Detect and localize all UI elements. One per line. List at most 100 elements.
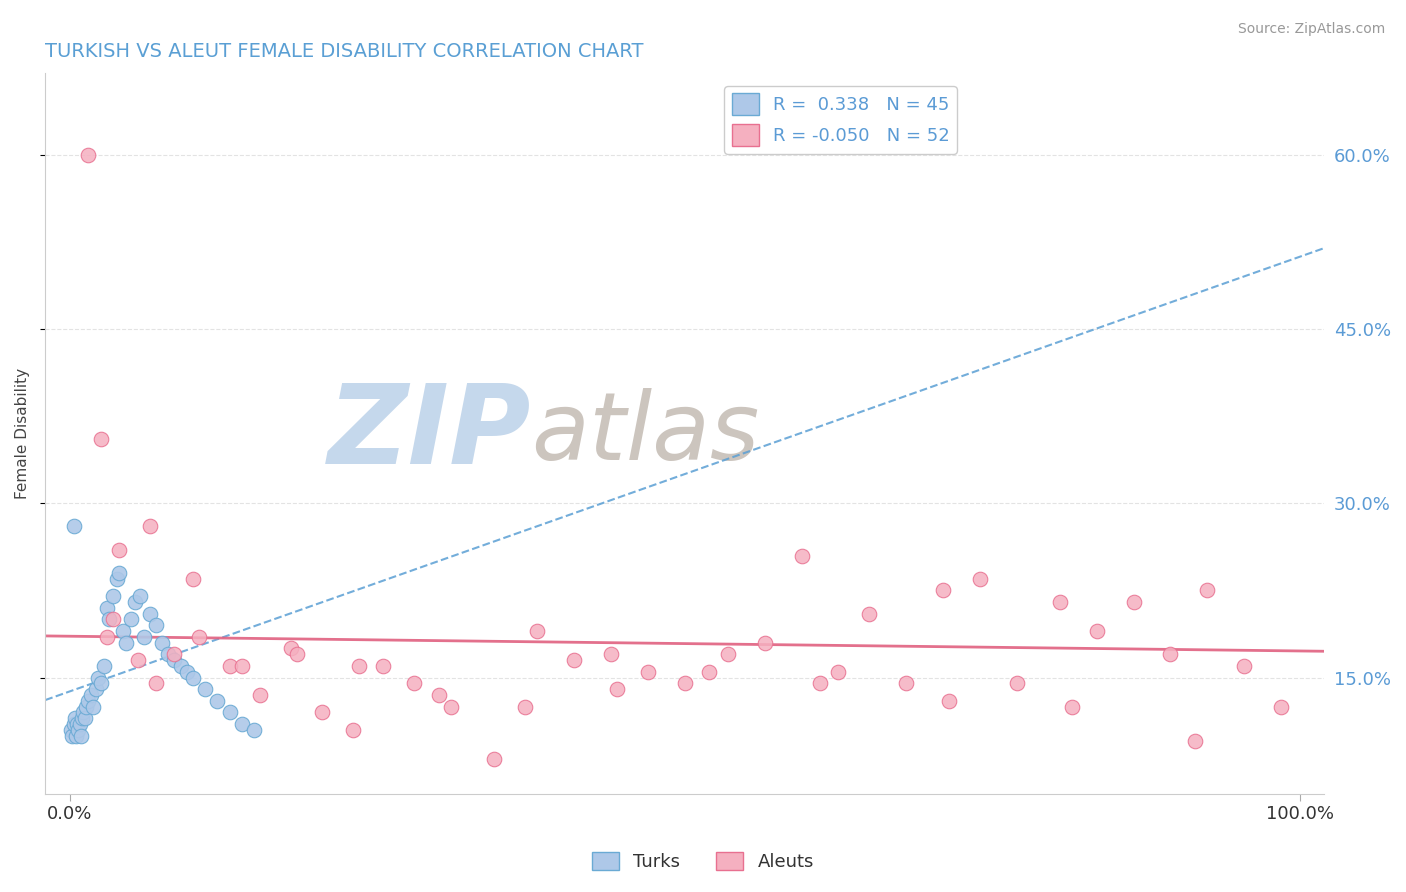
Point bbox=[77, 147, 100, 161]
Point bbox=[96, 600, 118, 615]
Point bbox=[181, 572, 204, 586]
Point bbox=[207, 694, 229, 708]
Point bbox=[1060, 699, 1083, 714]
Point bbox=[108, 566, 131, 580]
Point bbox=[717, 647, 740, 661]
Point bbox=[80, 688, 103, 702]
Point bbox=[231, 717, 253, 731]
Point bbox=[311, 706, 333, 720]
Point bbox=[145, 618, 167, 632]
Point bbox=[73, 711, 96, 725]
Point bbox=[139, 519, 162, 533]
Point bbox=[98, 612, 121, 626]
Point bbox=[169, 659, 191, 673]
Point bbox=[93, 659, 115, 673]
Point bbox=[176, 665, 198, 679]
Y-axis label: Female Disability: Female Disability bbox=[15, 368, 30, 500]
Point bbox=[427, 688, 450, 702]
Point bbox=[62, 717, 84, 731]
Point bbox=[342, 723, 364, 737]
Point bbox=[70, 729, 93, 743]
Point bbox=[62, 519, 84, 533]
Text: ZIP: ZIP bbox=[328, 380, 531, 487]
Point bbox=[127, 653, 149, 667]
Point bbox=[163, 647, 186, 661]
Point bbox=[526, 624, 548, 638]
Point bbox=[808, 676, 831, 690]
Point bbox=[132, 630, 155, 644]
Text: Source: ZipAtlas.com: Source: ZipAtlas.com bbox=[1237, 22, 1385, 37]
Legend: R =  0.338   N = 45, R = -0.050   N = 52: R = 0.338 N = 45, R = -0.050 N = 52 bbox=[724, 86, 957, 153]
Point bbox=[84, 682, 107, 697]
Point bbox=[285, 647, 308, 661]
Point bbox=[101, 612, 124, 626]
Point bbox=[1233, 659, 1256, 673]
Point bbox=[790, 549, 813, 563]
Point bbox=[194, 682, 217, 697]
Point bbox=[124, 595, 146, 609]
Point bbox=[82, 699, 104, 714]
Point bbox=[754, 635, 776, 649]
Point bbox=[139, 607, 162, 621]
Point bbox=[129, 589, 152, 603]
Point bbox=[115, 635, 138, 649]
Point bbox=[673, 676, 696, 690]
Point bbox=[562, 653, 585, 667]
Point bbox=[218, 706, 240, 720]
Point bbox=[90, 676, 112, 690]
Legend: Turks, Aleuts: Turks, Aleuts bbox=[585, 845, 821, 879]
Point bbox=[150, 635, 173, 649]
Point bbox=[249, 688, 271, 702]
Point bbox=[938, 694, 960, 708]
Point bbox=[404, 676, 426, 690]
Point bbox=[120, 612, 142, 626]
Point bbox=[218, 659, 240, 673]
Point bbox=[75, 699, 97, 714]
Point bbox=[72, 706, 94, 720]
Point bbox=[188, 630, 211, 644]
Point bbox=[1159, 647, 1181, 661]
Point bbox=[65, 729, 87, 743]
Point bbox=[280, 641, 302, 656]
Point bbox=[145, 676, 167, 690]
Point bbox=[513, 699, 536, 714]
Point bbox=[1197, 583, 1219, 598]
Point bbox=[181, 671, 204, 685]
Point bbox=[697, 665, 720, 679]
Point bbox=[1122, 595, 1144, 609]
Point bbox=[60, 729, 83, 743]
Text: atlas: atlas bbox=[531, 388, 759, 479]
Point bbox=[1270, 699, 1292, 714]
Text: TURKISH VS ALEUT FEMALE DISABILITY CORRELATION CHART: TURKISH VS ALEUT FEMALE DISABILITY CORRE… bbox=[45, 42, 644, 61]
Point bbox=[60, 723, 83, 737]
Point bbox=[373, 659, 395, 673]
Point bbox=[1184, 734, 1206, 748]
Point bbox=[101, 589, 124, 603]
Point bbox=[827, 665, 849, 679]
Point bbox=[157, 647, 180, 661]
Point bbox=[637, 665, 659, 679]
Point bbox=[606, 682, 628, 697]
Point bbox=[105, 572, 128, 586]
Point bbox=[1005, 676, 1028, 690]
Point bbox=[969, 572, 991, 586]
Point bbox=[600, 647, 623, 661]
Point bbox=[70, 711, 93, 725]
Point bbox=[111, 624, 134, 638]
Point bbox=[87, 671, 110, 685]
Point bbox=[63, 711, 86, 725]
Point bbox=[77, 694, 100, 708]
Point bbox=[90, 433, 112, 447]
Point bbox=[932, 583, 955, 598]
Point bbox=[67, 723, 90, 737]
Point bbox=[1049, 595, 1071, 609]
Point bbox=[243, 723, 266, 737]
Point bbox=[482, 752, 505, 766]
Point bbox=[66, 717, 89, 731]
Point bbox=[1085, 624, 1108, 638]
Point bbox=[108, 542, 131, 557]
Point bbox=[347, 659, 370, 673]
Point bbox=[440, 699, 463, 714]
Point bbox=[858, 607, 880, 621]
Point bbox=[894, 676, 917, 690]
